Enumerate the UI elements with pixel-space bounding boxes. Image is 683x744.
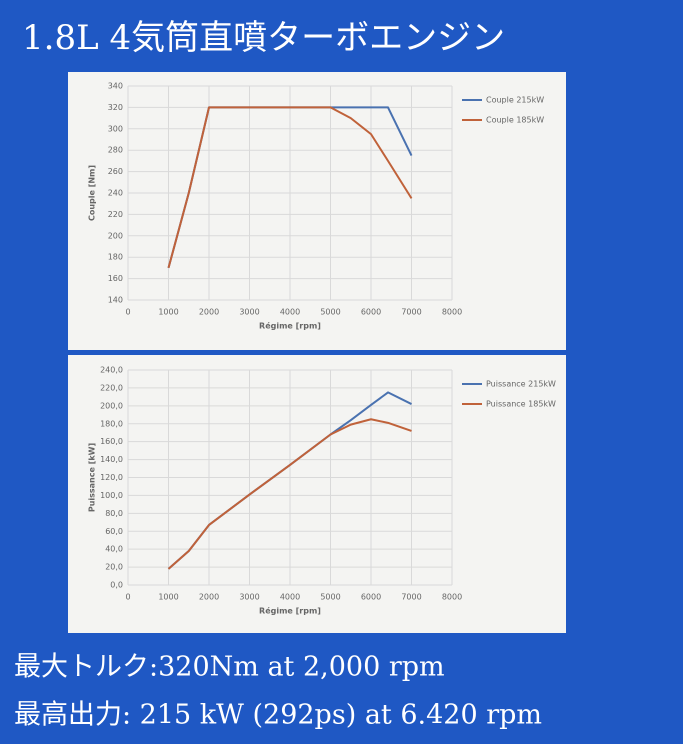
x-tick-label: 5000 — [320, 593, 340, 602]
x-tick-label: 8000 — [442, 308, 462, 317]
x-tick-label: 2000 — [199, 593, 219, 602]
y-tick-label: 280 — [108, 146, 123, 155]
y-tick-label: 220,0 — [100, 383, 123, 392]
x-tick-label: 6000 — [361, 593, 381, 602]
y-tick-label: 260 — [108, 167, 123, 176]
legend-label: Couple 185kW — [486, 116, 544, 125]
y-tick-label: 200 — [108, 231, 123, 240]
y-tick-label: 40,0 — [105, 545, 123, 554]
y-tick-label: 340 — [108, 82, 123, 91]
x-tick-label: 3000 — [239, 593, 259, 602]
y-tick-label: 20,0 — [105, 563, 123, 572]
y-tick-label: 180 — [108, 253, 123, 262]
y-tick-label: 120,0 — [100, 473, 123, 482]
x-tick-label: 1000 — [158, 308, 178, 317]
x-tick-label: 6000 — [361, 308, 381, 317]
chart-panel — [68, 355, 566, 633]
y-axis-title: Couple [Nm] — [88, 165, 97, 221]
y-tick-label: 320 — [108, 103, 123, 112]
series-line — [167, 418, 412, 570]
legend-label: Puissance 185kW — [486, 400, 556, 409]
y-axis-title: Puissance [kW] — [88, 443, 97, 512]
y-tick-label: 100,0 — [100, 491, 123, 500]
x-tick-label: 3000 — [239, 308, 259, 317]
x-tick-label: 2000 — [199, 308, 219, 317]
y-tick-label: 200,0 — [100, 401, 123, 410]
x-axis-title: Régime [rpm] — [259, 606, 321, 616]
y-tick-label: 140 — [108, 296, 123, 305]
x-tick-label: 5000 — [320, 308, 340, 317]
spec-line: 最高出力: 215 kW (292ps) at 6.420 rpm — [14, 700, 542, 731]
y-tick-label: 160 — [108, 274, 123, 283]
x-tick-label: 8000 — [442, 593, 462, 602]
x-tick-label: 1000 — [158, 593, 178, 602]
chart-panel — [68, 72, 566, 350]
series-line — [167, 106, 413, 269]
x-tick-label: 7000 — [401, 593, 421, 602]
x-tick-label: 4000 — [280, 593, 300, 602]
x-tick-label: 7000 — [401, 308, 421, 317]
y-tick-label: 220 — [108, 210, 123, 219]
y-tick-label: 140,0 — [100, 455, 123, 464]
x-tick-label: 4000 — [280, 308, 300, 317]
y-tick-label: 180,0 — [100, 419, 123, 428]
x-axis-title: Régime [rpm] — [259, 321, 321, 331]
y-tick-label: 240 — [108, 189, 123, 198]
y-tick-label: 160,0 — [100, 437, 123, 446]
x-tick-label: 0 — [125, 308, 130, 317]
y-tick-label: 240,0 — [100, 366, 123, 375]
y-tick-label: 0,0 — [110, 581, 123, 590]
y-tick-label: 60,0 — [105, 527, 123, 536]
x-tick-label: 0 — [125, 593, 130, 602]
y-tick-label: 300 — [108, 124, 123, 133]
spec-line: 最大トルク:320Nm at 2,000 rpm — [14, 652, 445, 683]
slide-title: 1.8L 4気筒直噴ターボエンジン — [22, 18, 505, 58]
y-tick-label: 80,0 — [105, 509, 123, 518]
legend-label: Couple 215kW — [486, 96, 544, 105]
legend-label: Puissance 215kW — [486, 380, 556, 389]
